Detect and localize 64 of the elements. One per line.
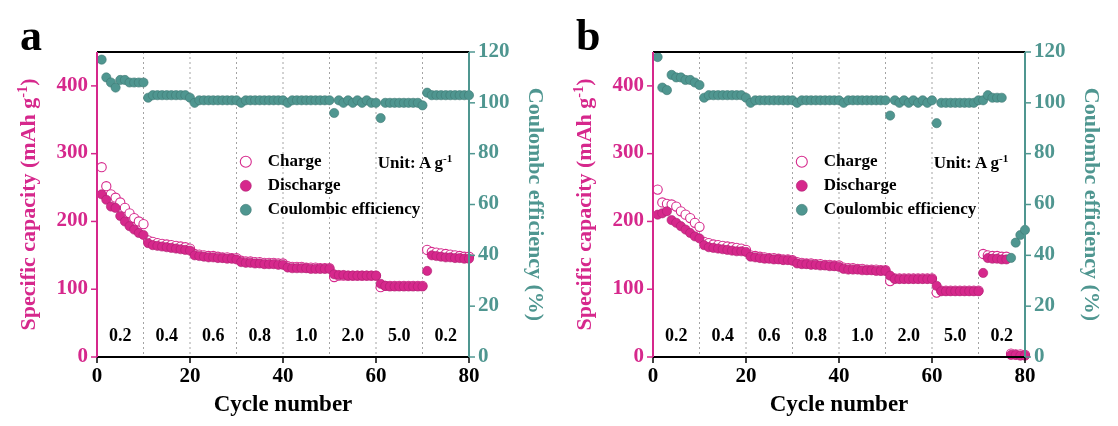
y2-tick-label: 40 [1034, 241, 1055, 266]
annotation: 5.0 [388, 325, 411, 346]
x-axis-title: Cycle number [769, 391, 909, 416]
x-tick-label: 60 [365, 363, 387, 387]
legend-label: Coulombic efficiency [823, 198, 977, 218]
annotation: Unit: A g$^{-1}$ [377, 151, 453, 172]
y2-tick-label: 20 [1034, 291, 1055, 316]
x-axis-title: Cycle number [213, 391, 353, 416]
y2-axis-title: Coulombc efficiency (%) [524, 87, 549, 322]
y-tick-label: 400 [56, 71, 88, 96]
legend-label: Charge [823, 150, 879, 170]
y2-tick-label: 0 [478, 342, 489, 367]
x-tick-label: 20 [179, 363, 201, 387]
legend-label: Discharge [823, 174, 897, 194]
x-tick-label: 80 [458, 363, 480, 387]
chart-title: b [576, 11, 601, 60]
chart-title: a [20, 11, 42, 60]
annotation: 0.8 [804, 325, 827, 346]
x-tick-label: 20 [735, 363, 757, 387]
annotation: 2.0 [341, 325, 364, 346]
y2-tick-label: 120 [1034, 37, 1066, 62]
annotation: 0.2 [665, 325, 688, 346]
annotation: 1.0 [295, 325, 318, 346]
y2-tick-label: 60 [1034, 190, 1055, 215]
y2-tick-label: 60 [478, 190, 499, 215]
legend-label: Discharge [267, 174, 341, 194]
y-tick-label: 300 [56, 139, 88, 164]
legend-label: Coulombic efficiency [267, 198, 421, 218]
y-tick-label: 200 [612, 207, 644, 232]
x-tick-label: 80 [1014, 363, 1036, 387]
y-tick-label: 200 [56, 207, 88, 232]
y2-tick-label: 20 [478, 291, 499, 316]
legend-label: Charge [267, 150, 323, 170]
x-tick-label: 40 [828, 363, 850, 387]
annotation: Unit: A g$^{-1}$ [933, 151, 1009, 172]
y2-tick-label: 40 [478, 241, 499, 266]
annotation: 0.4 [711, 325, 734, 346]
y-tick-label: 100 [56, 275, 88, 300]
y-tick-label: 400 [612, 71, 644, 96]
y2-tick-label: 100 [478, 88, 510, 113]
y-tick-label: 0 [77, 342, 88, 367]
annotation: 2.0 [897, 325, 920, 346]
y2-tick-label: 100 [1034, 88, 1066, 113]
y-tick-label: 0 [633, 342, 644, 367]
x-tick-label: 0 [647, 363, 659, 387]
x-tick-label: 60 [921, 363, 943, 387]
y-tick-label: 300 [612, 139, 644, 164]
annotation: 1.0 [851, 325, 874, 346]
annotation: 0.4 [155, 325, 178, 346]
y2-tick-label: 120 [478, 37, 510, 62]
annotation: 0.2 [434, 325, 457, 346]
y-tick-label: 100 [612, 275, 644, 300]
y2-tick-label: 80 [1034, 139, 1055, 164]
y2-tick-label: 0 [1034, 342, 1045, 367]
y2-tick-label: 80 [478, 139, 499, 164]
x-tick-label: 0 [91, 363, 103, 387]
annotation: 5.0 [944, 325, 967, 346]
annotation: 0.8 [248, 325, 271, 346]
annotation: 0.6 [202, 325, 225, 346]
annotation: 0.2 [109, 325, 132, 346]
annotation: 0.6 [758, 325, 781, 346]
y2-axis-title: Coulombc efficiency (%) [1080, 87, 1105, 322]
annotation: 0.2 [990, 325, 1013, 346]
x-tick-label: 40 [272, 363, 294, 387]
